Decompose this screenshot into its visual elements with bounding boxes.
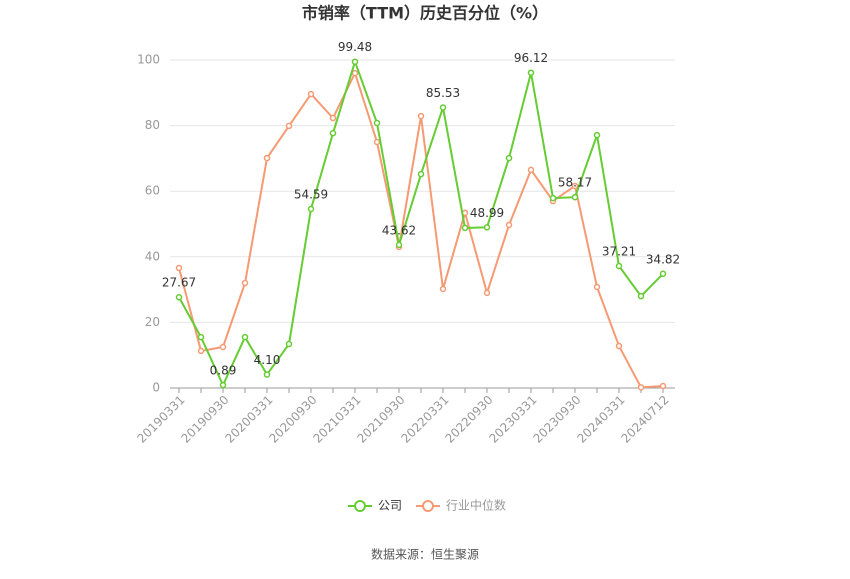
data-point (241, 333, 249, 341)
data-point (637, 292, 645, 300)
data-label: 4.10 (254, 353, 281, 367)
data-point (197, 347, 205, 355)
y-tick-label: 80 (145, 118, 160, 132)
data-point (285, 340, 293, 348)
data-point (329, 114, 337, 122)
data-point (483, 224, 491, 231)
data-point (439, 285, 447, 293)
data-point (219, 381, 227, 389)
data-point (615, 342, 623, 350)
data-label: 0.89 (210, 364, 237, 378)
data-point (263, 371, 271, 378)
data-point (351, 69, 359, 77)
data-point (175, 293, 183, 301)
data-point (241, 279, 249, 287)
data-label: 27.67 (162, 276, 196, 290)
data-label: 48.99 (470, 206, 504, 220)
legend-marker (354, 500, 366, 512)
data-point (329, 129, 337, 137)
y-tick-label: 0 (152, 381, 160, 395)
data-point (395, 241, 403, 249)
data-point (373, 138, 381, 146)
y-tick-label: 60 (145, 184, 160, 198)
data-point (571, 193, 579, 201)
data-point (527, 69, 535, 76)
data-point (417, 170, 425, 178)
legend-label: 公司 (378, 499, 402, 513)
source: 数据来源：恒生聚源 (371, 547, 479, 562)
data-point (417, 112, 425, 120)
data-point (615, 262, 623, 270)
data-label: 37.21 (602, 244, 636, 258)
data-label: 85.53 (426, 86, 460, 100)
data-point (439, 104, 447, 111)
data-point (175, 264, 183, 272)
data-point (659, 270, 667, 278)
series-line (178, 58, 664, 388)
data-point (483, 289, 491, 297)
data-point (263, 154, 271, 162)
y-tick-label: 100 (137, 53, 160, 67)
data-point (351, 58, 359, 65)
data-point (373, 119, 381, 127)
data-point (505, 221, 513, 229)
data-point (571, 182, 579, 190)
data-point (593, 131, 601, 139)
data-point (285, 122, 293, 130)
data-point (549, 194, 557, 202)
x-tick-label: 20240712 (619, 393, 672, 446)
data-point (637, 384, 645, 391)
y-tick-label: 40 (145, 249, 160, 263)
chart-title: 市销率（TTM）历史百分位（%） (302, 4, 548, 23)
data-label: 34.82 (646, 252, 680, 266)
legend-marker (422, 500, 434, 512)
data-point (527, 166, 535, 174)
data-point (197, 333, 205, 341)
data-label: 58.17 (558, 176, 592, 190)
series-line (178, 70, 664, 389)
data-label: 99.48 (338, 40, 372, 54)
data-point (307, 205, 315, 213)
data-point (659, 382, 667, 390)
y-tick-label: 20 (145, 315, 160, 329)
data-label: 54.59 (294, 187, 328, 201)
data-point (219, 343, 227, 351)
data-label: 43.62 (382, 223, 416, 237)
data-point (505, 154, 513, 162)
data-point (593, 283, 601, 291)
data-point (307, 90, 315, 98)
data-point (461, 224, 469, 232)
data-label: 96.12 (514, 51, 548, 65)
legend-label: 行业中位数 (446, 498, 506, 513)
